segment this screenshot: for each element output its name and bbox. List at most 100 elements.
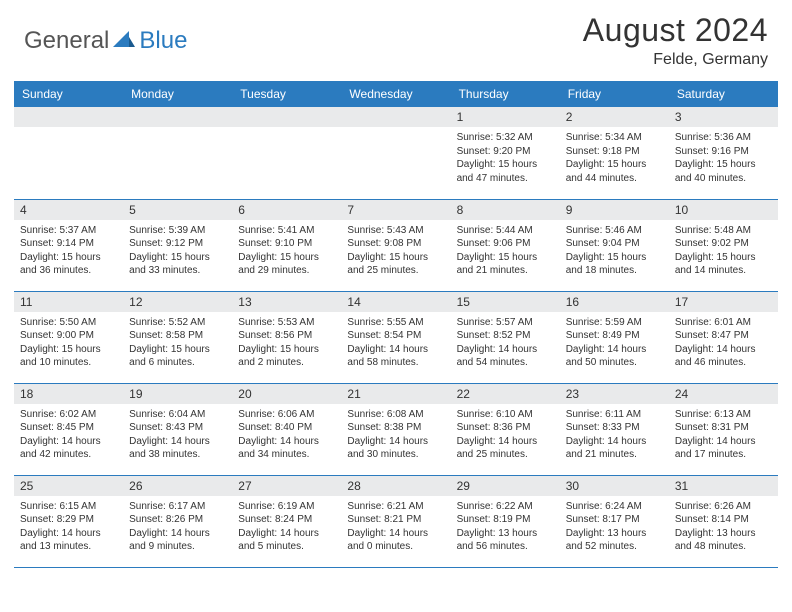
sunrise-text: Sunrise: 6:17 AM <box>129 500 226 514</box>
sunrise-text: Sunrise: 6:26 AM <box>675 500 772 514</box>
calendar-day-cell: 5Sunrise: 5:39 AMSunset: 9:12 PMDaylight… <box>123 199 232 291</box>
day-header: Tuesday <box>232 81 341 107</box>
sunset-text: Sunset: 8:49 PM <box>566 329 663 343</box>
calendar-day-cell <box>123 107 232 199</box>
day-number: 24 <box>669 384 778 404</box>
empty-day-number <box>14 107 123 127</box>
sunset-text: Sunset: 8:52 PM <box>457 329 554 343</box>
brand-triangle-icon <box>113 29 135 52</box>
sunset-text: Sunset: 8:14 PM <box>675 513 772 527</box>
day-number: 29 <box>451 476 560 496</box>
daylight-text: Daylight: 13 hours and 48 minutes. <box>675 527 772 554</box>
day-details: Sunrise: 6:01 AMSunset: 8:47 PMDaylight:… <box>669 312 778 376</box>
sunset-text: Sunset: 9:10 PM <box>238 237 335 251</box>
sunset-text: Sunset: 8:26 PM <box>129 513 226 527</box>
daylight-text: Daylight: 14 hours and 17 minutes. <box>675 435 772 462</box>
day-details: Sunrise: 5:52 AMSunset: 8:58 PMDaylight:… <box>123 312 232 376</box>
sunset-text: Sunset: 9:18 PM <box>566 145 663 159</box>
sunrise-text: Sunrise: 6:11 AM <box>566 408 663 422</box>
day-details: Sunrise: 5:39 AMSunset: 9:12 PMDaylight:… <box>123 220 232 284</box>
day-details: Sunrise: 5:46 AMSunset: 9:04 PMDaylight:… <box>560 220 669 284</box>
daylight-text: Daylight: 15 hours and 47 minutes. <box>457 158 554 185</box>
brand-logo: General Blue <box>24 27 187 55</box>
sunset-text: Sunset: 8:17 PM <box>566 513 663 527</box>
sunset-text: Sunset: 9:16 PM <box>675 145 772 159</box>
daylight-text: Daylight: 14 hours and 30 minutes. <box>347 435 444 462</box>
day-details: Sunrise: 6:02 AMSunset: 8:45 PMDaylight:… <box>14 404 123 468</box>
day-details: Sunrise: 5:48 AMSunset: 9:02 PMDaylight:… <box>669 220 778 284</box>
calendar-day-cell: 14Sunrise: 5:55 AMSunset: 8:54 PMDayligh… <box>341 291 450 383</box>
day-number: 11 <box>14 292 123 312</box>
calendar-day-cell: 7Sunrise: 5:43 AMSunset: 9:08 PMDaylight… <box>341 199 450 291</box>
day-number: 28 <box>341 476 450 496</box>
day-number: 7 <box>341 200 450 220</box>
day-number: 19 <box>123 384 232 404</box>
day-details: Sunrise: 5:50 AMSunset: 9:00 PMDaylight:… <box>14 312 123 376</box>
sunset-text: Sunset: 9:00 PM <box>20 329 117 343</box>
day-details: Sunrise: 6:04 AMSunset: 8:43 PMDaylight:… <box>123 404 232 468</box>
day-details: Sunrise: 6:15 AMSunset: 8:29 PMDaylight:… <box>14 496 123 560</box>
sunrise-text: Sunrise: 5:39 AM <box>129 224 226 238</box>
calendar-day-cell: 8Sunrise: 5:44 AMSunset: 9:06 PMDaylight… <box>451 199 560 291</box>
day-number: 8 <box>451 200 560 220</box>
sunrise-text: Sunrise: 6:06 AM <box>238 408 335 422</box>
day-number: 27 <box>232 476 341 496</box>
day-number: 14 <box>341 292 450 312</box>
day-number: 26 <box>123 476 232 496</box>
sunrise-text: Sunrise: 6:10 AM <box>457 408 554 422</box>
calendar-day-cell: 22Sunrise: 6:10 AMSunset: 8:36 PMDayligh… <box>451 383 560 475</box>
daylight-text: Daylight: 15 hours and 33 minutes. <box>129 251 226 278</box>
sunset-text: Sunset: 8:24 PM <box>238 513 335 527</box>
sunrise-text: Sunrise: 5:32 AM <box>457 131 554 145</box>
day-number: 1 <box>451 107 560 127</box>
sunrise-text: Sunrise: 5:34 AM <box>566 131 663 145</box>
sunrise-text: Sunrise: 6:04 AM <box>129 408 226 422</box>
calendar-day-cell: 16Sunrise: 5:59 AMSunset: 8:49 PMDayligh… <box>560 291 669 383</box>
day-number: 22 <box>451 384 560 404</box>
sunset-text: Sunset: 8:36 PM <box>457 421 554 435</box>
daylight-text: Daylight: 14 hours and 38 minutes. <box>129 435 226 462</box>
day-details: Sunrise: 5:55 AMSunset: 8:54 PMDaylight:… <box>341 312 450 376</box>
calendar-week-row: 4Sunrise: 5:37 AMSunset: 9:14 PMDaylight… <box>14 199 778 291</box>
daylight-text: Daylight: 14 hours and 13 minutes. <box>20 527 117 554</box>
sunrise-text: Sunrise: 5:36 AM <box>675 131 772 145</box>
sunset-text: Sunset: 8:54 PM <box>347 329 444 343</box>
sunrise-text: Sunrise: 5:43 AM <box>347 224 444 238</box>
day-number: 5 <box>123 200 232 220</box>
sunrise-text: Sunrise: 6:15 AM <box>20 500 117 514</box>
day-number: 30 <box>560 476 669 496</box>
day-details: Sunrise: 6:19 AMSunset: 8:24 PMDaylight:… <box>232 496 341 560</box>
calendar-day-cell: 11Sunrise: 5:50 AMSunset: 9:00 PMDayligh… <box>14 291 123 383</box>
daylight-text: Daylight: 14 hours and 21 minutes. <box>566 435 663 462</box>
calendar-day-cell: 1Sunrise: 5:32 AMSunset: 9:20 PMDaylight… <box>451 107 560 199</box>
daylight-text: Daylight: 15 hours and 18 minutes. <box>566 251 663 278</box>
daylight-text: Daylight: 14 hours and 58 minutes. <box>347 343 444 370</box>
calendar-day-cell: 20Sunrise: 6:06 AMSunset: 8:40 PMDayligh… <box>232 383 341 475</box>
location-label: Felde, Germany <box>583 51 768 69</box>
daylight-text: Daylight: 15 hours and 6 minutes. <box>129 343 226 370</box>
day-number: 31 <box>669 476 778 496</box>
sunset-text: Sunset: 8:19 PM <box>457 513 554 527</box>
sunrise-text: Sunrise: 6:08 AM <box>347 408 444 422</box>
day-header: Saturday <box>669 81 778 107</box>
calendar-day-cell: 3Sunrise: 5:36 AMSunset: 9:16 PMDaylight… <box>669 107 778 199</box>
day-header: Wednesday <box>341 81 450 107</box>
daylight-text: Daylight: 15 hours and 44 minutes. <box>566 158 663 185</box>
calendar-day-cell: 17Sunrise: 6:01 AMSunset: 8:47 PMDayligh… <box>669 291 778 383</box>
day-header: Friday <box>560 81 669 107</box>
daylight-text: Daylight: 14 hours and 5 minutes. <box>238 527 335 554</box>
day-number: 20 <box>232 384 341 404</box>
calendar-day-cell: 12Sunrise: 5:52 AMSunset: 8:58 PMDayligh… <box>123 291 232 383</box>
calendar-table: SundayMondayTuesdayWednesdayThursdayFrid… <box>14 81 778 568</box>
daylight-text: Daylight: 14 hours and 34 minutes. <box>238 435 335 462</box>
calendar-week-row: 11Sunrise: 5:50 AMSunset: 9:00 PMDayligh… <box>14 291 778 383</box>
day-number: 17 <box>669 292 778 312</box>
sunset-text: Sunset: 8:31 PM <box>675 421 772 435</box>
daylight-text: Daylight: 15 hours and 36 minutes. <box>20 251 117 278</box>
calendar-day-cell: 29Sunrise: 6:22 AMSunset: 8:19 PMDayligh… <box>451 475 560 567</box>
calendar-day-cell: 6Sunrise: 5:41 AMSunset: 9:10 PMDaylight… <box>232 199 341 291</box>
day-number: 6 <box>232 200 341 220</box>
sunrise-text: Sunrise: 6:01 AM <box>675 316 772 330</box>
day-number: 9 <box>560 200 669 220</box>
day-number: 3 <box>669 107 778 127</box>
